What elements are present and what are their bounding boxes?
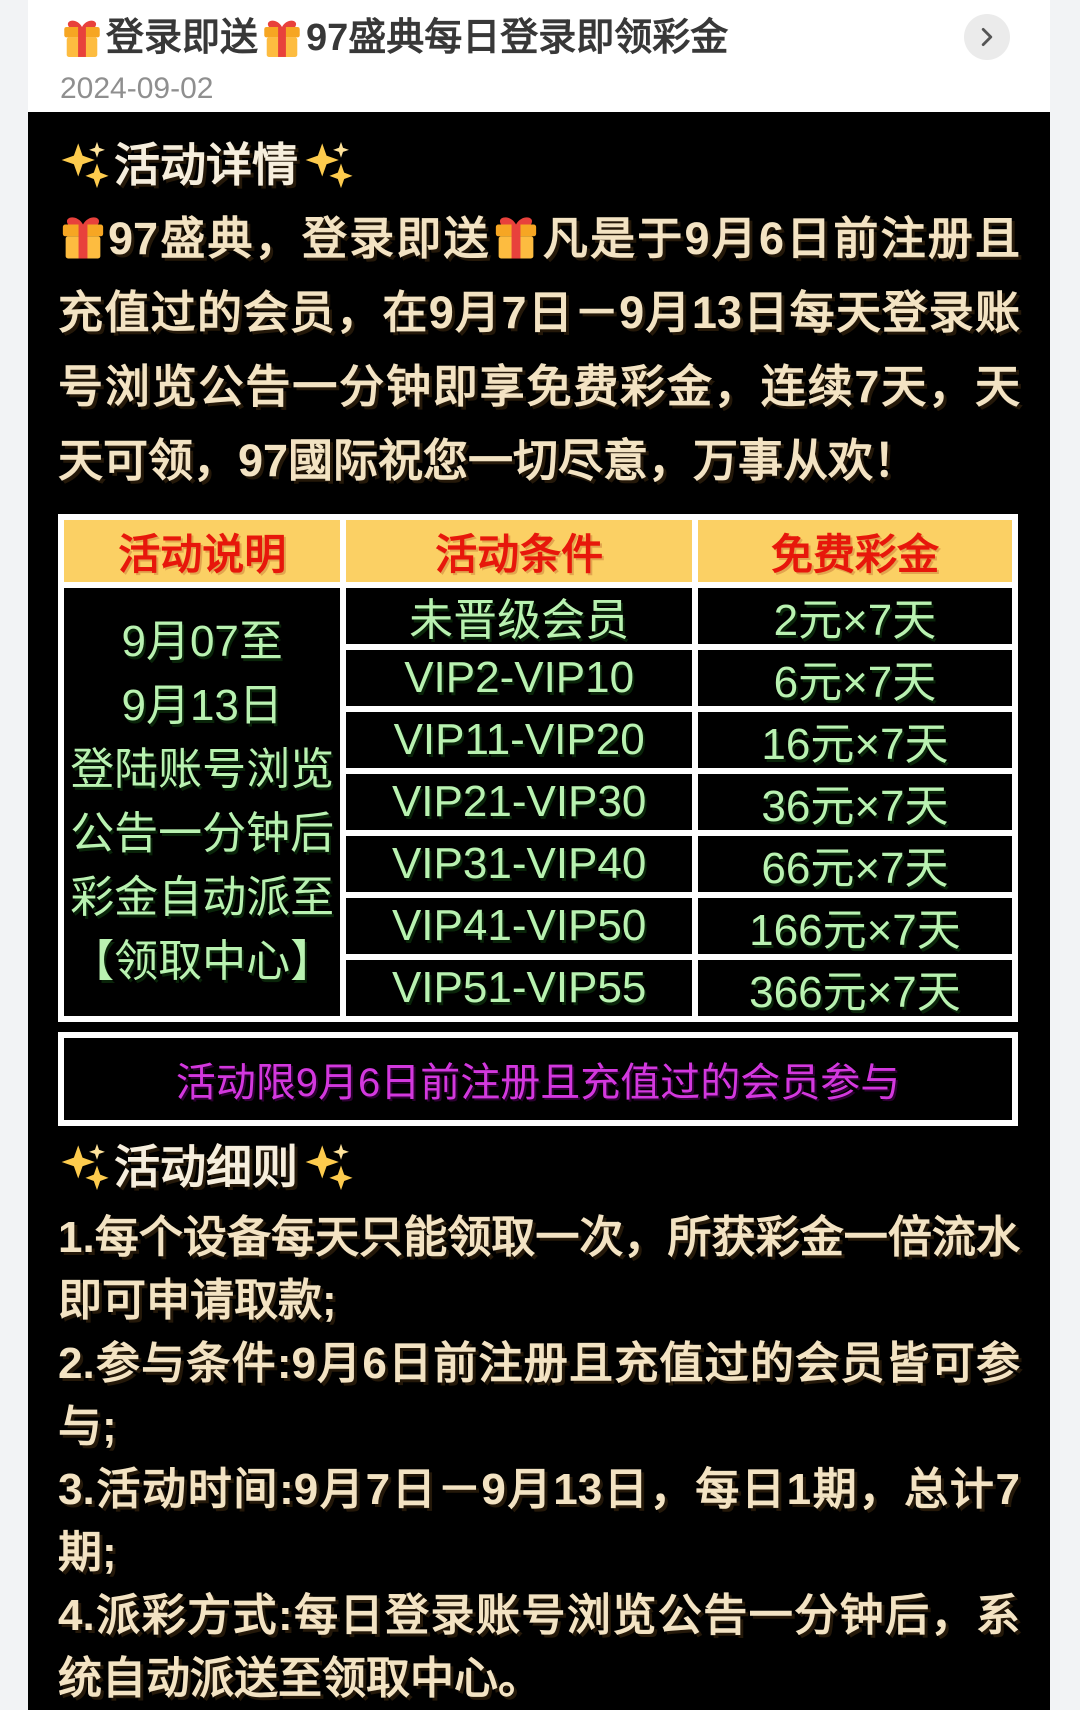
table-header-bonus: 免费彩金 [697,520,1012,582]
sparkle-icon [302,139,354,191]
intro-text-2: 凡是于9月6日前注册且充值过的会员，在9月7日－9月13日每天登录账号浏览公告一… [58,213,1020,486]
rules-section-title: 活动细则 [58,1136,1020,1198]
expand-button[interactable] [964,14,1010,60]
table-row-bonus: 66元×7天 [697,836,1012,893]
table-row-bonus: 366元×7天 [697,960,1012,1017]
table-description-cell: 9月07至 9月13日 登陆账号浏览 公告一分钟后 彩金自动派至 【领取中心】 [64,588,341,1016]
rule-item: 4.派彩方式:每日登录账号浏览公告一分钟后，系统自动派送至领取中心。 [58,1591,1020,1703]
rule-item: 3.活动时间:9月7日－9月13日，每日1期，总计7期; [58,1465,1020,1577]
title-text-1: 登录即送 [106,17,259,59]
announcement-header[interactable]: 登录即送 97盛典每日登录即领彩金 2024-09-02 [28,0,1050,112]
details-section-title: 活动详情 [58,134,1020,196]
table-row-condition: VIP21-VIP30 [346,774,692,830]
description-line: 公告一分钟后 [70,809,335,858]
table-row-bonus: 36元×7天 [697,774,1012,831]
description-line: 9月07至 [121,617,283,666]
table-row-bonus: 166元×7天 [697,898,1012,955]
announcement-card: 登录即送 97盛典每日登录即领彩金 2024-09-02 [28,0,1050,1710]
table-row-bonus: 16元×7天 [697,712,1012,769]
description-line: 彩金自动派至 [70,873,335,922]
gift-icon [491,212,541,262]
sparkle-icon [302,1141,354,1193]
announcement-content: 活动详情 97盛典，登录即送 凡是于9月6日前注册且充值过的会员，在9月7日－9月… [28,112,1050,1710]
title-text-2: 97盛典每日登录即领彩金 [306,17,729,59]
table-row-condition: 未晋级会员 [346,588,692,645]
table-row-condition: VIP41-VIP50 [346,898,692,954]
table-row-condition: VIP11-VIP20 [346,712,692,768]
chevron-right-icon [974,24,1000,50]
table-row-condition: VIP2-VIP10 [346,650,692,706]
rules-list: 1.每个设备每天只能领取一次，所获彩金一倍流水即可申请取款; 2.参与条件:9月… [58,1206,1020,1710]
sparkle-icon [58,139,110,191]
table-note: 活动限9月6日前注册且充值过的会员参与 [58,1032,1018,1126]
rule-item: 1.每个设备每天只能领取一次，所获彩金一倍流水即可申请取款; [58,1213,1020,1325]
details-title-text: 活动详情 [114,139,298,191]
gift-icon [58,212,108,262]
table-header-condition: 活动条件 [346,520,692,582]
table-row-bonus: 6元×7天 [697,650,1012,707]
description-line: 登陆账号浏览 [70,745,335,794]
rule-item: 2.参与条件:9月6日前注册且充值过的会员皆可参与; [58,1339,1020,1451]
table-header-description: 活动说明 [64,520,341,582]
gift-icon [60,16,104,60]
intro-text-1: 97盛典，登录即送 [108,213,491,264]
bonus-table-grid: 活动说明 活动条件 免费彩金 9月07至 9月13日 登陆账号浏览 公告一分钟后… [64,520,1012,1017]
promo-intro: 97盛典，登录即送 凡是于9月6日前注册且充值过的会员，在9月7日－9月13日每天… [58,202,1020,498]
description-line: 【领取中心】 [70,937,335,986]
gift-icon [260,16,304,60]
table-row-condition: VIP31-VIP40 [346,836,692,892]
table-row-bonus: 2元×7天 [697,588,1012,645]
sparkle-icon [58,1141,110,1193]
rules-title-text: 活动细则 [114,1141,298,1193]
table-row-condition: VIP51-VIP55 [346,960,692,1016]
announcement-date: 2024-09-02 [60,72,214,105]
announcement-title: 登录即送 97盛典每日登录即领彩金 [60,14,1020,62]
description-line: 9月13日 [121,681,283,730]
bonus-table: 活动说明 活动条件 免费彩金 9月07至 9月13日 登陆账号浏览 公告一分钟后… [58,514,1018,1022]
